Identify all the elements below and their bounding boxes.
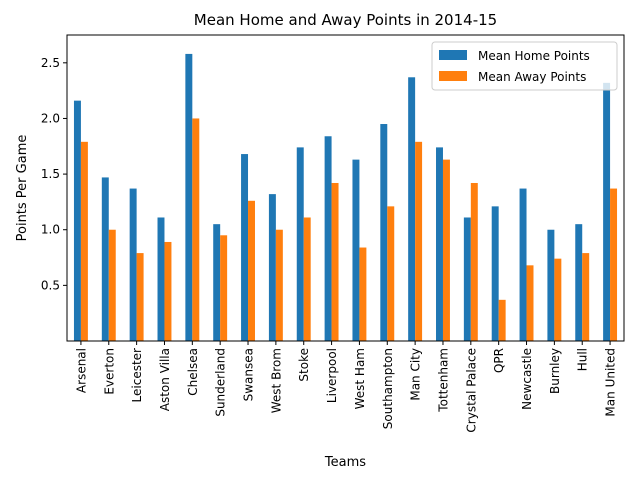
bar-away-man-city	[415, 141, 423, 341]
legend-label: Mean Home Points	[478, 49, 590, 63]
bar-away-qpr	[498, 299, 506, 341]
bar-home-hull	[575, 224, 583, 341]
bar-away-burnley	[554, 258, 562, 341]
x-tick-label: Man United	[604, 348, 618, 417]
x-tick-label: QPR	[492, 348, 506, 373]
bars-layer	[73, 53, 618, 342]
bar-home-west-ham	[352, 159, 360, 341]
bar-away-sunderland	[220, 235, 228, 341]
x-tick-label: Southampton	[381, 348, 395, 429]
bar-away-leicester	[136, 253, 144, 341]
bar-home-liverpool	[324, 136, 332, 341]
bar-home-qpr	[491, 206, 499, 341]
bar-away-everton	[108, 229, 116, 341]
chart-title: Mean Home and Away Points in 2014-15	[194, 11, 497, 29]
y-axis: 0.5 1.0 1.5 2.0 2.5	[41, 56, 67, 292]
bar-away-newcastle	[526, 265, 534, 341]
legend-label: Mean Away Points	[478, 70, 586, 84]
x-tick-label: Swansea	[242, 348, 256, 401]
bar-home-man-united	[603, 82, 611, 341]
x-tick-label: West Ham	[353, 348, 367, 409]
bar-away-stoke	[303, 217, 311, 341]
x-tick-label: Crystal Palace	[464, 348, 478, 433]
x-tick-label: West Brom	[269, 348, 283, 413]
legend-swatch	[439, 50, 467, 60]
bar-home-sunderland	[213, 224, 221, 341]
y-tick-label: 1.5	[41, 167, 60, 181]
bar-away-hull	[582, 253, 590, 341]
bar-away-west-brom	[275, 229, 283, 341]
x-tick-label: Sunderland	[214, 348, 228, 417]
bar-away-swansea	[248, 200, 255, 341]
y-axis-label: Points Per Game	[15, 135, 30, 242]
y-tick-label: 2.5	[41, 56, 60, 70]
bar-home-swansea	[241, 154, 249, 341]
plot-frame	[66, 34, 625, 342]
bar-away-west-ham	[359, 247, 367, 341]
bar-home-chelsea	[185, 53, 193, 342]
bar-home-everton	[101, 177, 109, 341]
bar-away-man-united	[610, 188, 618, 341]
y-tick-label: 1.0	[41, 223, 60, 237]
x-tick-label: Arsenal	[74, 348, 88, 393]
bar-home-aston-villa	[157, 217, 165, 341]
x-tick-label: Everton	[102, 348, 116, 395]
x-tick-label: Burnley	[548, 348, 562, 394]
bar-home-newcastle	[519, 188, 527, 341]
bar-home-man-city	[408, 77, 416, 342]
bar-away-tottenham	[442, 159, 450, 341]
bar-home-tottenham	[436, 147, 443, 341]
x-axis: Arsenal Everton Leicester Aston Villa Chelse…	[74, 341, 618, 433]
bar-away-arsenal	[80, 141, 88, 341]
y-tick-label: 0.5	[41, 278, 60, 292]
x-tick-label: Man City	[409, 348, 423, 401]
bar-away-chelsea	[192, 118, 200, 341]
x-axis-label: Teams	[324, 455, 366, 470]
x-tick-label: Newcastle	[520, 348, 534, 410]
legend: Mean Home Points Mean Away Points	[431, 41, 618, 91]
x-tick-label: Hull	[576, 348, 590, 371]
bar-home-stoke	[296, 147, 304, 341]
bar-away-liverpool	[331, 182, 339, 341]
x-tick-label: Tottenham	[436, 348, 450, 413]
bar-away-southampton	[387, 206, 395, 341]
legend-swatch	[439, 71, 467, 81]
bar-away-aston-villa	[164, 241, 172, 341]
x-tick-label: Chelsea	[186, 348, 200, 396]
bar-away-crystal-palace	[470, 182, 478, 341]
bar-home-leicester	[129, 188, 137, 341]
bar-home-west-brom	[268, 194, 276, 341]
bar-home-southampton	[380, 124, 388, 341]
bar-home-crystal-palace	[463, 217, 471, 341]
x-tick-label: Stoke	[297, 348, 311, 382]
x-tick-label: Leicester	[130, 348, 144, 403]
x-tick-label: Aston Villa	[158, 348, 172, 411]
legend-box	[431, 41, 618, 91]
bar-home-arsenal	[73, 100, 81, 341]
y-tick-label: 2.0	[41, 111, 60, 125]
bar-home-burnley	[547, 229, 555, 341]
x-tick-label: Liverpool	[325, 348, 339, 403]
